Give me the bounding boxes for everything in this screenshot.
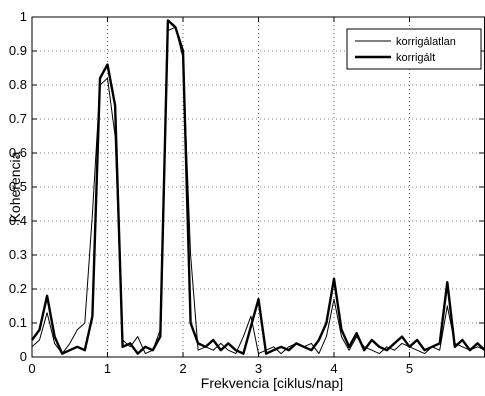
tick-labels: 0 1 2 3 4 5 0 0.1 0.2 0.3 0.4 0.5 0.6 0.7 0.8 0.9 1 [9,9,413,376]
x-tick-label: 0 [28,361,35,376]
series-line-korrigalt [31,19,485,355]
series-layer [31,19,485,355]
y-tick-label: 0.6 [9,145,27,160]
x-axis-label: Frekvencia [ciklus/nap] [201,375,343,391]
y-tick-label: 0.7 [9,111,27,126]
y-tick-label: 0 [20,349,27,364]
y-tick-label: 1 [20,9,27,24]
x-tick-label: 4 [330,361,337,376]
legend-label-korrigalt: korrigált [396,52,435,64]
y-axis-label: Koherencia [7,151,23,222]
legend: korrigálatlan korrigált [346,28,482,70]
y-tick-label: 0.4 [9,213,27,228]
y-tick-label: 0.1 [9,315,27,330]
ticks [31,16,484,358]
y-tick-label: 0.2 [9,281,27,296]
y-tick-label: 0.8 [9,77,27,92]
legend-label-korrigalatlan: korrigálatlan [396,36,456,48]
legend-box [346,28,482,70]
x-tick-label: 3 [255,361,262,376]
y-tick-label: 0.5 [9,179,27,194]
y-tick-label: 0.3 [9,247,27,262]
y-tick-label: 0.9 [9,43,27,58]
x-tick-label: 2 [179,361,186,376]
x-tick-label: 5 [406,361,413,376]
x-tick-label: 1 [104,361,111,376]
